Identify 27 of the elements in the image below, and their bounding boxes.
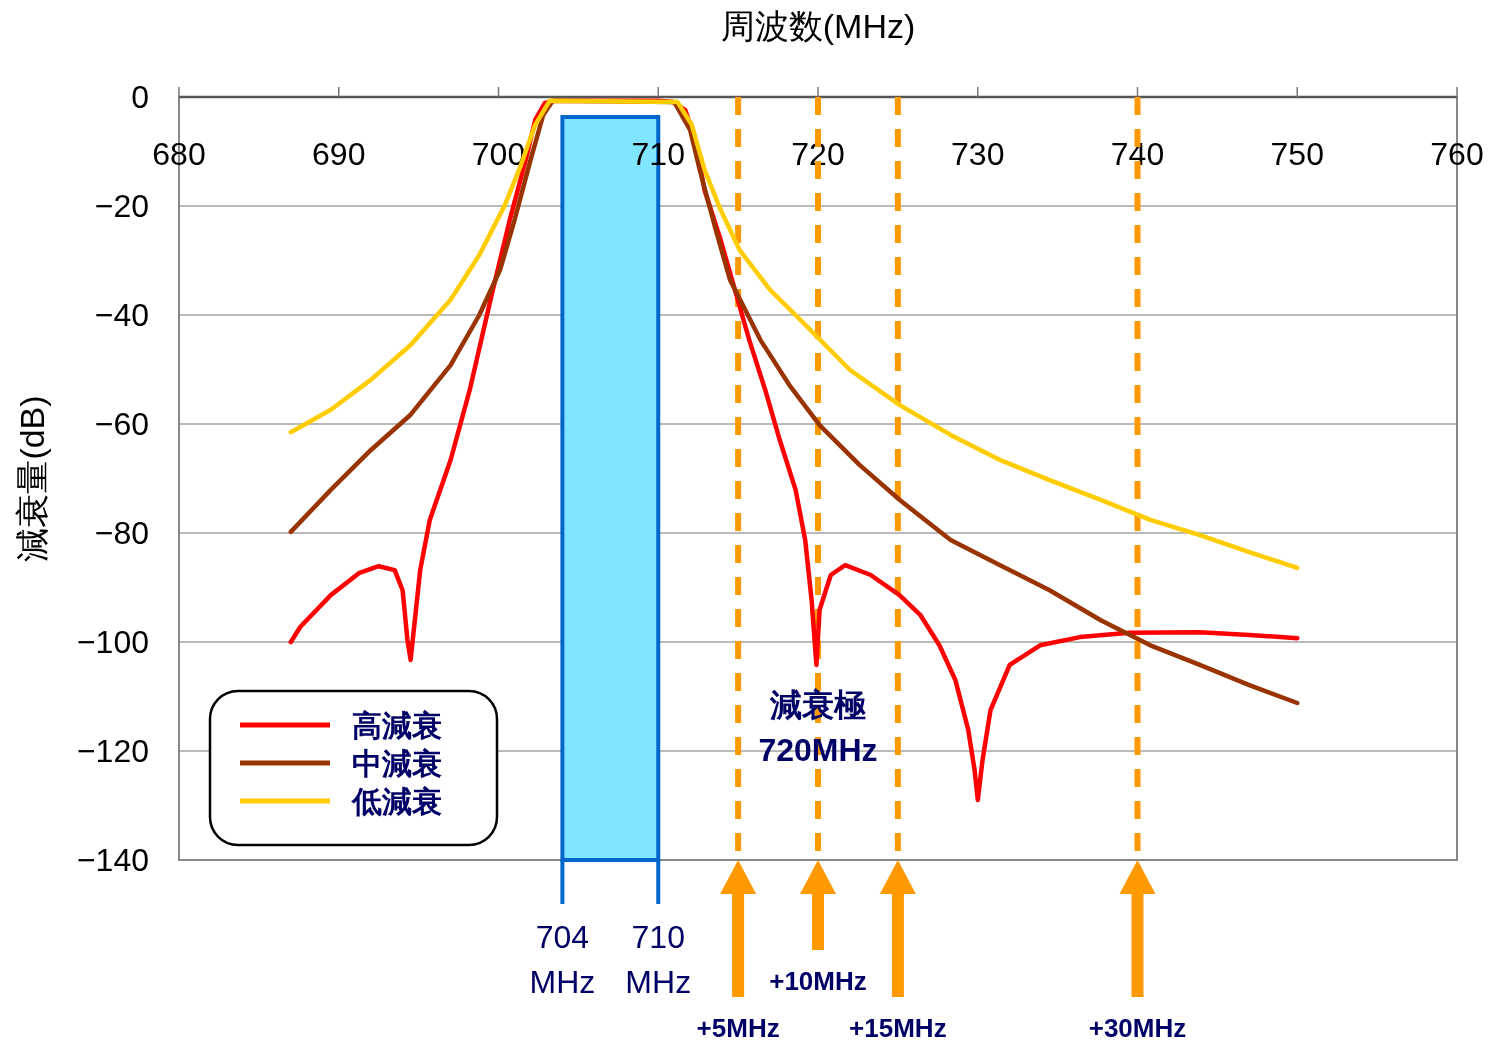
y-tick-label: −80: [94, 515, 149, 551]
ref-line-label: +15MHz: [849, 1013, 947, 1042]
x-tick-label: 680: [152, 136, 206, 172]
y-tick-label: −40: [94, 297, 149, 333]
legend-label: 高減衰: [352, 709, 442, 742]
y-tick-label: −140: [76, 842, 149, 878]
ref-line-label: +5MHz: [696, 1013, 780, 1042]
annotation: 減衰極 720MHz: [758, 686, 878, 768]
y-tick-label: 0: [131, 79, 149, 115]
x-tick-label: 750: [1270, 136, 1324, 172]
x-tick-label: 690: [312, 136, 366, 172]
x-tick-label: 740: [1110, 136, 1165, 172]
x-axis-title: 周波数(MHz): [720, 7, 916, 45]
text: 710 MHz: [625, 919, 692, 1000]
y-tick-label: −100: [76, 624, 149, 660]
y-axis-title: 減衰量(dB): [13, 395, 51, 562]
legend-label: 低減衰: [351, 785, 442, 818]
text: 704 MHz: [529, 919, 596, 1000]
x-tick-label: 730: [951, 136, 1005, 172]
y-tick-label: −120: [76, 733, 149, 769]
ref-line-label: +10MHz: [769, 966, 867, 996]
ref-line-label: +30MHz: [1088, 1013, 1187, 1042]
y-tick-label: −60: [94, 406, 149, 442]
legend-label: 中減衰: [352, 747, 442, 780]
x-tick-label: 760: [1430, 136, 1484, 172]
y-tick-label: −20: [94, 188, 149, 224]
x-tick-label: 710: [631, 136, 685, 172]
